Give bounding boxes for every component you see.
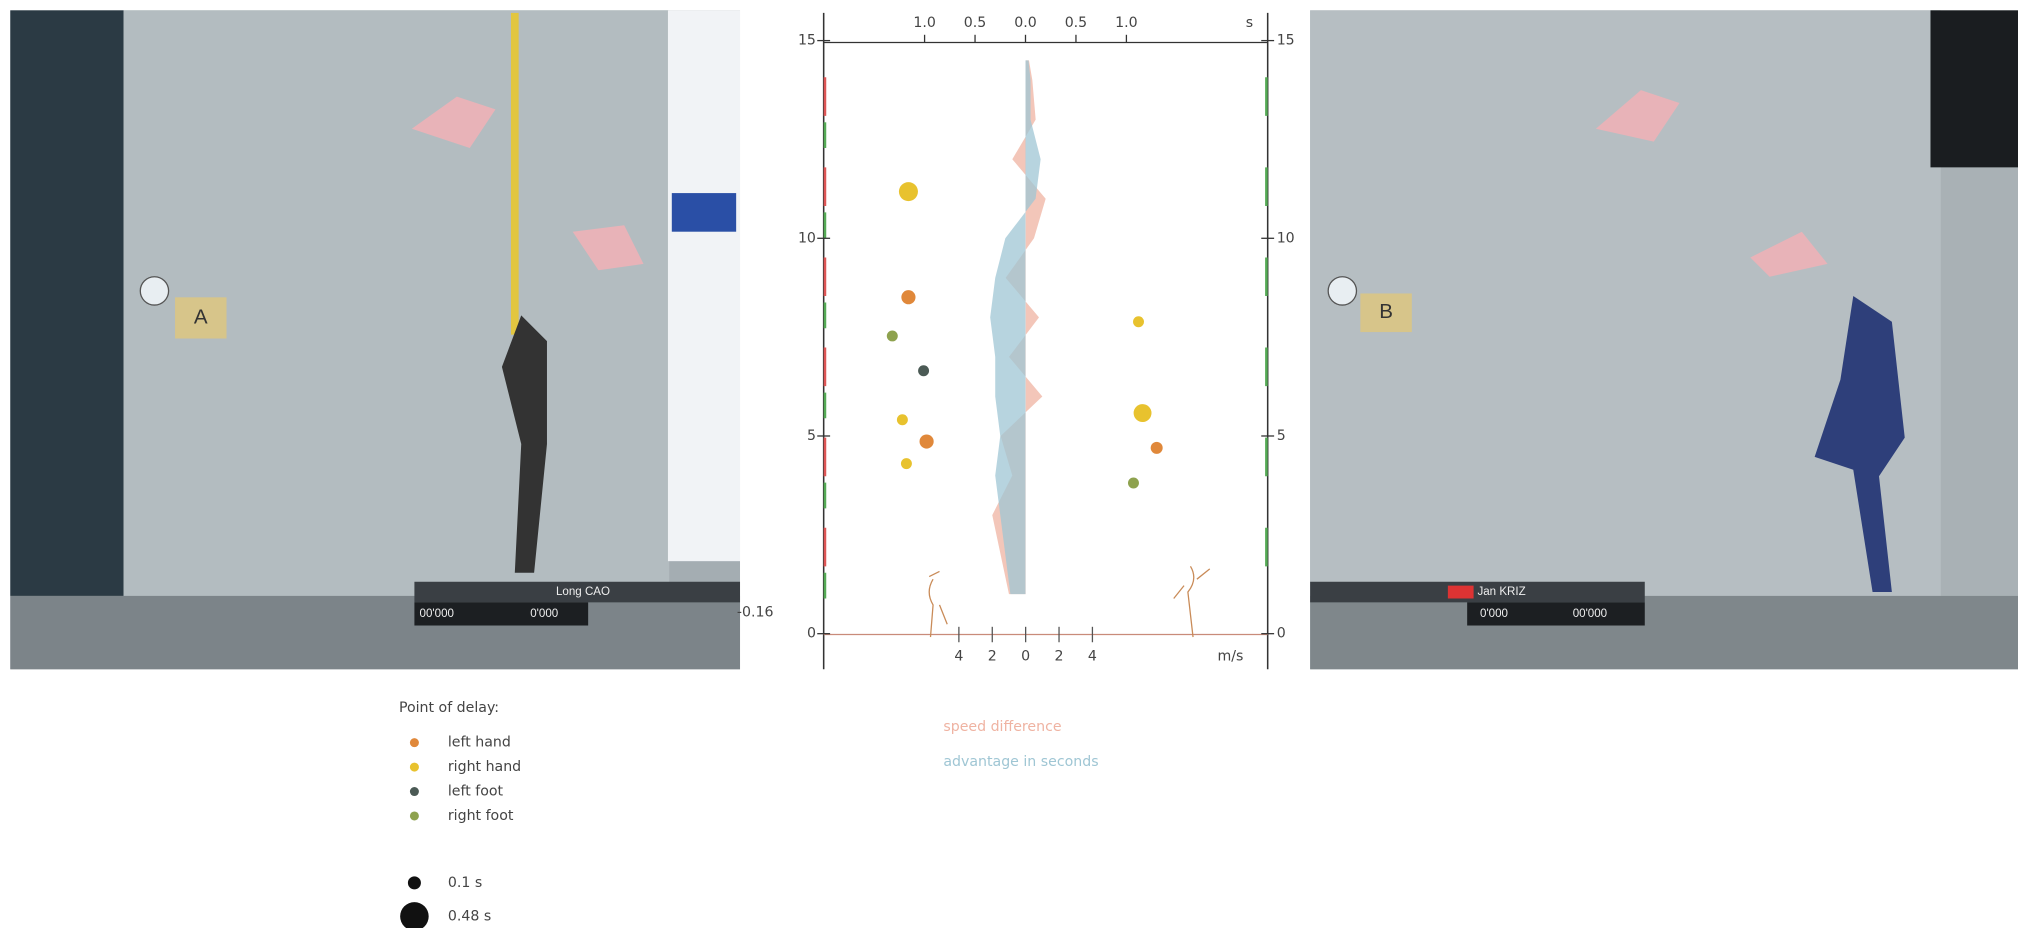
x2-tick-label: 0 (1021, 648, 1030, 664)
delay-point (918, 365, 929, 376)
legend-marker (410, 811, 419, 820)
delay-point (1151, 442, 1163, 454)
delay-point (1133, 316, 1144, 327)
lane-label: A (194, 305, 208, 328)
delay-point (899, 182, 918, 201)
x2-tick-label: 2 (988, 648, 997, 664)
delay-point (887, 330, 898, 341)
x-axis-unit: s (1246, 15, 1253, 31)
x2-tick-label: 4 (1088, 648, 1097, 664)
area-legend-label: advantage in seconds (943, 754, 1098, 770)
legend-marker (410, 787, 419, 796)
size-legend-label: 0.1 s (448, 875, 482, 891)
legend-label: left hand (448, 735, 511, 751)
delay-point (901, 290, 915, 304)
lane-label: B (1379, 300, 1393, 323)
delay-point (1128, 478, 1139, 489)
y-tick-label: 0 (1277, 626, 1286, 642)
x2-axis-unit: m/s (1217, 648, 1243, 664)
timer: 00'000 (420, 608, 454, 620)
size-legend-marker (400, 902, 429, 928)
y-tick-label: 5 (807, 428, 816, 444)
athlete-name: Jan KRIZ (1477, 586, 1525, 598)
delay-point (901, 458, 912, 469)
x2-tick-label: 4 (954, 648, 963, 664)
legend-label: left foot (448, 784, 504, 800)
screen: A Long CAO 00'000 0'000 B Jan KRIZ 0'000… (0, 0, 2018, 928)
y-tick-label: 15 (798, 33, 816, 49)
x2-tick-label: 2 (1055, 648, 1064, 664)
y-tick-label: 10 (798, 230, 816, 246)
delay-point (920, 434, 934, 448)
delay-point (897, 414, 908, 425)
chart-frame (824, 13, 1268, 669)
y-tick-label: 10 (1277, 230, 1295, 246)
legend-label: right foot (448, 808, 514, 824)
athlete-name: Long CAO (556, 586, 610, 598)
legend-marker (410, 738, 419, 747)
page: {"video": [ {"lane": "A", "athlete": "Lo… (0, 0, 2018, 928)
size-legend-label: 0.48 s (448, 908, 491, 924)
x-tick-label: 0.5 (1065, 15, 1088, 31)
legend-marker (410, 763, 419, 772)
area-legend-label: speed difference (943, 719, 1061, 735)
x-tick-label: 1.0 (913, 15, 936, 31)
delay-point (1134, 404, 1152, 422)
timer: 00'000 (1573, 608, 1607, 620)
y-tick-label: 15 (1277, 33, 1295, 49)
y-tick-label: 0 (807, 626, 816, 642)
size-legend-marker (408, 876, 421, 889)
left-video: A Long CAO 00'000 0'000 (10, 10, 740, 669)
right-video: B Jan KRIZ 0'000 00'000 (1310, 10, 2018, 669)
start-offset: -0.16 (737, 605, 774, 621)
timer: 0'000 (1480, 608, 1508, 620)
x-tick-label: 1.0 (1115, 15, 1138, 31)
timer: 0'000 (530, 608, 558, 620)
y-tick-label: 5 (1277, 428, 1286, 444)
legend-label: right hand (448, 759, 521, 775)
x-tick-label: 0.0 (1014, 15, 1037, 31)
legend-title: Point of delay: (399, 700, 499, 716)
x-tick-label: 0.5 (964, 15, 987, 31)
